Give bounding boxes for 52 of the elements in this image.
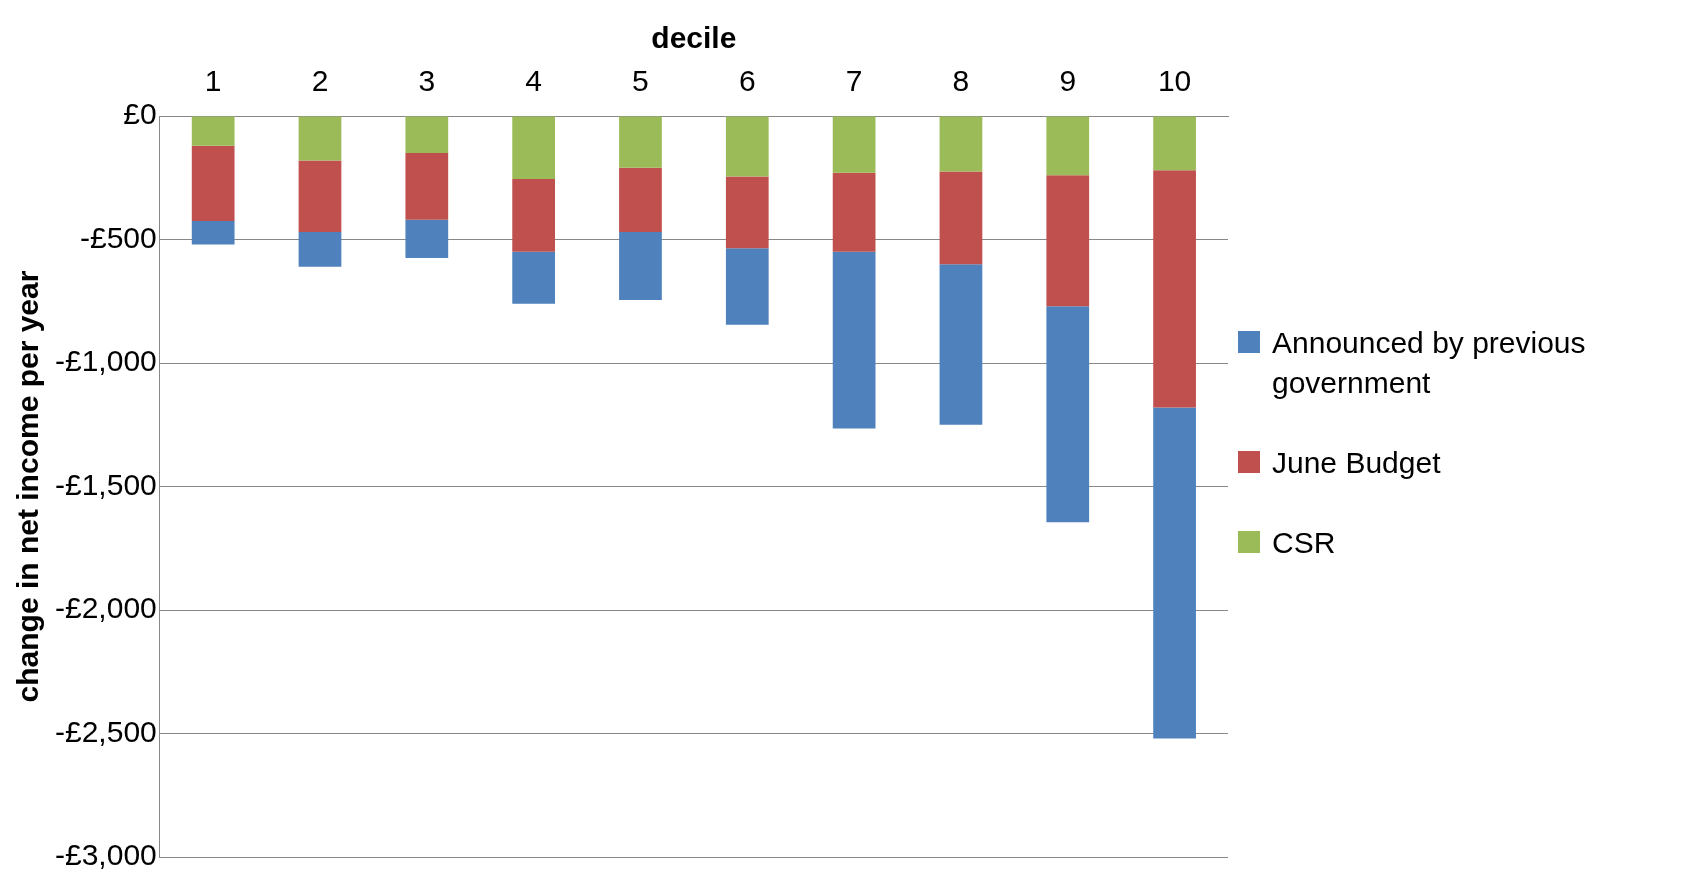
bar: [191, 220, 235, 245]
y-tick-label: -£2,000: [55, 591, 157, 625]
bar: [832, 172, 876, 252]
bar: [298, 160, 342, 233]
bar: [1153, 170, 1196, 408]
bar: [939, 171, 983, 265]
x-tick-label: 10: [1157, 64, 1192, 98]
y-tick-label: -£1,500: [55, 467, 157, 501]
bar: [725, 248, 769, 325]
x-tick-label: 3: [418, 64, 436, 98]
bar: [939, 116, 983, 172]
bar: [832, 251, 876, 429]
bar: [298, 116, 342, 161]
y-tick-label: -£500: [80, 220, 157, 254]
legend-label: CSR: [1272, 525, 1336, 561]
bar: [405, 116, 449, 154]
y-tick-label: -£2,500: [55, 714, 157, 748]
bar: [619, 116, 662, 168]
y-tick-label: -£1,000: [55, 344, 157, 378]
x-axis-title: decile: [651, 21, 737, 55]
bar: [1153, 116, 1196, 171]
bar: [1153, 407, 1196, 739]
x-tick-label: 7: [845, 64, 863, 98]
bar: [725, 116, 769, 177]
bar: [1046, 306, 1090, 523]
bar: [512, 178, 555, 252]
x-tick-label: 1: [204, 64, 222, 98]
bar: [725, 176, 769, 249]
bar: [939, 264, 983, 425]
bar: [512, 116, 555, 179]
x-tick-label: 2: [311, 64, 329, 98]
bar: [191, 145, 235, 221]
x-tick-label: 8: [952, 64, 970, 98]
x-tick-label: 6: [738, 64, 756, 98]
bar: [405, 153, 449, 220]
y-tick-label: -£3,000: [55, 838, 157, 872]
bar: [512, 251, 555, 304]
bar: [298, 232, 342, 267]
x-tick-label: 9: [1059, 64, 1077, 98]
bar: [619, 232, 662, 301]
x-tick-label: 5: [632, 64, 649, 98]
x-tick-label: 4: [525, 64, 542, 98]
bar: [832, 116, 876, 173]
bar: [405, 219, 449, 259]
legend-label: June Budget: [1272, 445, 1441, 481]
legend-label: Announced by previous government: [1272, 325, 1587, 401]
bar: [1046, 175, 1090, 307]
bar: [1046, 116, 1090, 176]
y-axis-title: change in net income per year: [11, 270, 45, 703]
y-tick-label: £0: [123, 97, 157, 131]
bar: [619, 167, 662, 233]
bar: [191, 116, 235, 146]
